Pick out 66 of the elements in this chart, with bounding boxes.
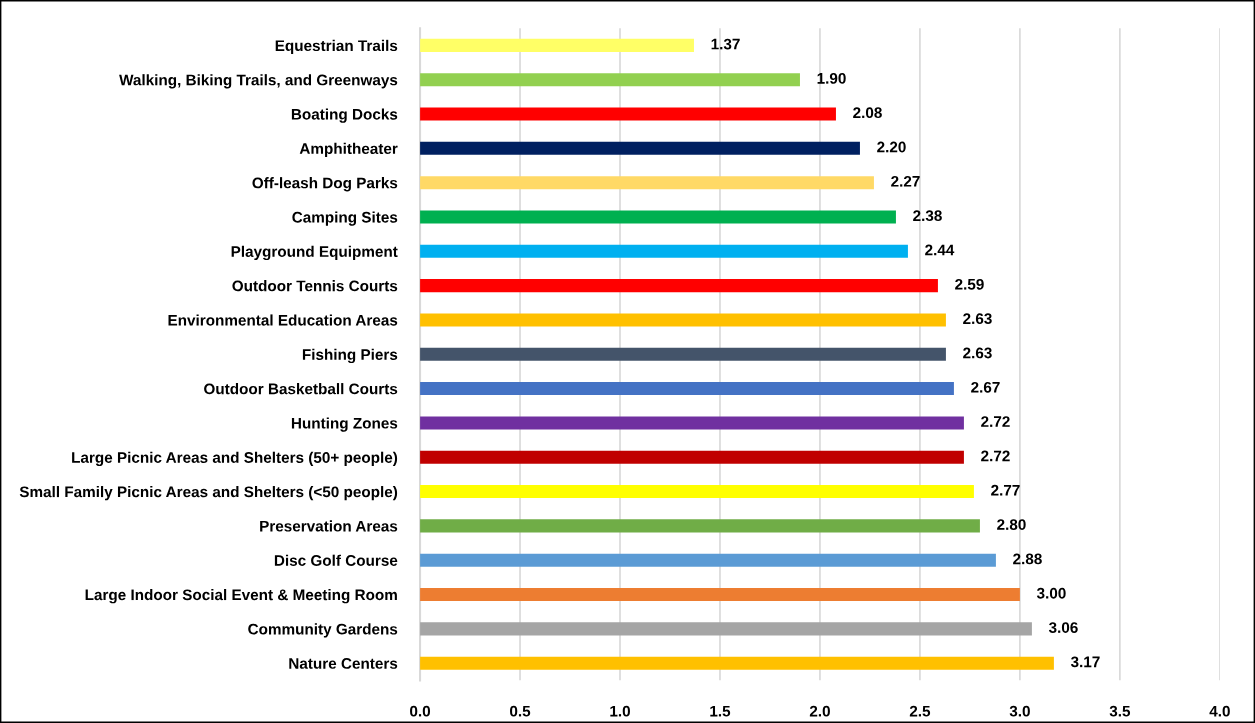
y-tick-label: Boating Docks [291,108,398,123]
bar [420,176,874,190]
bar [420,656,1054,670]
y-tick-label: Large Indoor Social Event & Meeting Room [85,589,397,604]
data-label: 2.38 [913,210,942,222]
y-tick-label: Outdoor Basketball Courts [204,383,398,395]
data-label: 2.72 [981,416,1010,427]
bar [420,347,946,361]
y-tick-label: Walking, Biking Trails, and Greenways [119,74,398,89]
bar [420,141,860,155]
data-label: 2.20 [877,141,906,153]
data-label: 2.63 [963,313,992,325]
x-tick-label: 3.5 [1109,705,1131,717]
bar [420,553,996,567]
bar [420,622,1032,636]
x-tick-label: 1.0 [610,705,630,717]
bar [420,38,694,52]
data-label: 3.06 [1048,622,1078,633]
bar [420,485,974,499]
y-tick-label: Outdoor Tennis Courts [232,280,398,292]
x-tick-label: 1.5 [710,705,731,717]
data-label: 2.77 [991,484,1020,496]
bar [420,73,800,87]
y-tick-label: Large Picnic Areas and Shelters (50+ people) [72,451,398,467]
y-tick-label: Small Family Picnic Areas and Shelters (<50 people) [19,486,398,501]
data-label: 2.63 [963,347,992,359]
data-label: 2.27 [891,175,920,187]
bar [420,450,964,464]
data-label: 2.59 [955,278,984,290]
bar [420,313,946,327]
x-tick-label: 0.5 [510,705,531,717]
bar [420,279,938,293]
y-tick-label: Playground Equipment [231,245,398,261]
y-tick-label: Fishing Piers [302,348,398,364]
y-tick-label: Camping Sites [292,211,398,226]
bar [420,588,1020,602]
data-label: 2.08 [853,107,882,119]
y-tick-label: Disc Golf Course [274,554,398,566]
bar [420,244,908,258]
x-tick-label: 3.0 [1009,705,1030,717]
y-tick-label: Equestrian Trails [275,39,398,55]
x-tick-label: 2.0 [809,705,830,717]
data-label: 2.67 [971,381,1000,393]
data-label: 3.17 [1070,656,1100,668]
data-label: 1.37 [711,38,740,50]
x-tick-label: 2.5 [909,705,931,717]
y-tick-label: Preservation Areas [260,520,398,532]
data-label: 2.80 [997,519,1026,530]
data-label: 1.90 [817,72,846,84]
bar [420,382,954,396]
y-tick-label: Nature Centers [289,658,398,669]
y-tick-label: Amphitheater [299,142,398,158]
x-tick-label: 4.0 [1209,705,1230,717]
data-label: 3.00 [1036,587,1066,599]
y-tick-label: Community Gardens [248,623,398,638]
y-tick-label: Hunting Zones [291,417,398,432]
bar [420,519,980,533]
data-label: 2.44 [925,244,955,256]
x-tick-label: 0.0 [410,705,431,717]
y-tick-label: Off-leash Dog Parks [252,177,398,192]
data-label: 2.88 [1013,553,1042,565]
y-tick-label: Environmental Education Areas [168,314,398,326]
bar [420,107,836,121]
data-label: 2.72 [981,450,1010,462]
bar [420,416,964,430]
bar [420,210,896,224]
